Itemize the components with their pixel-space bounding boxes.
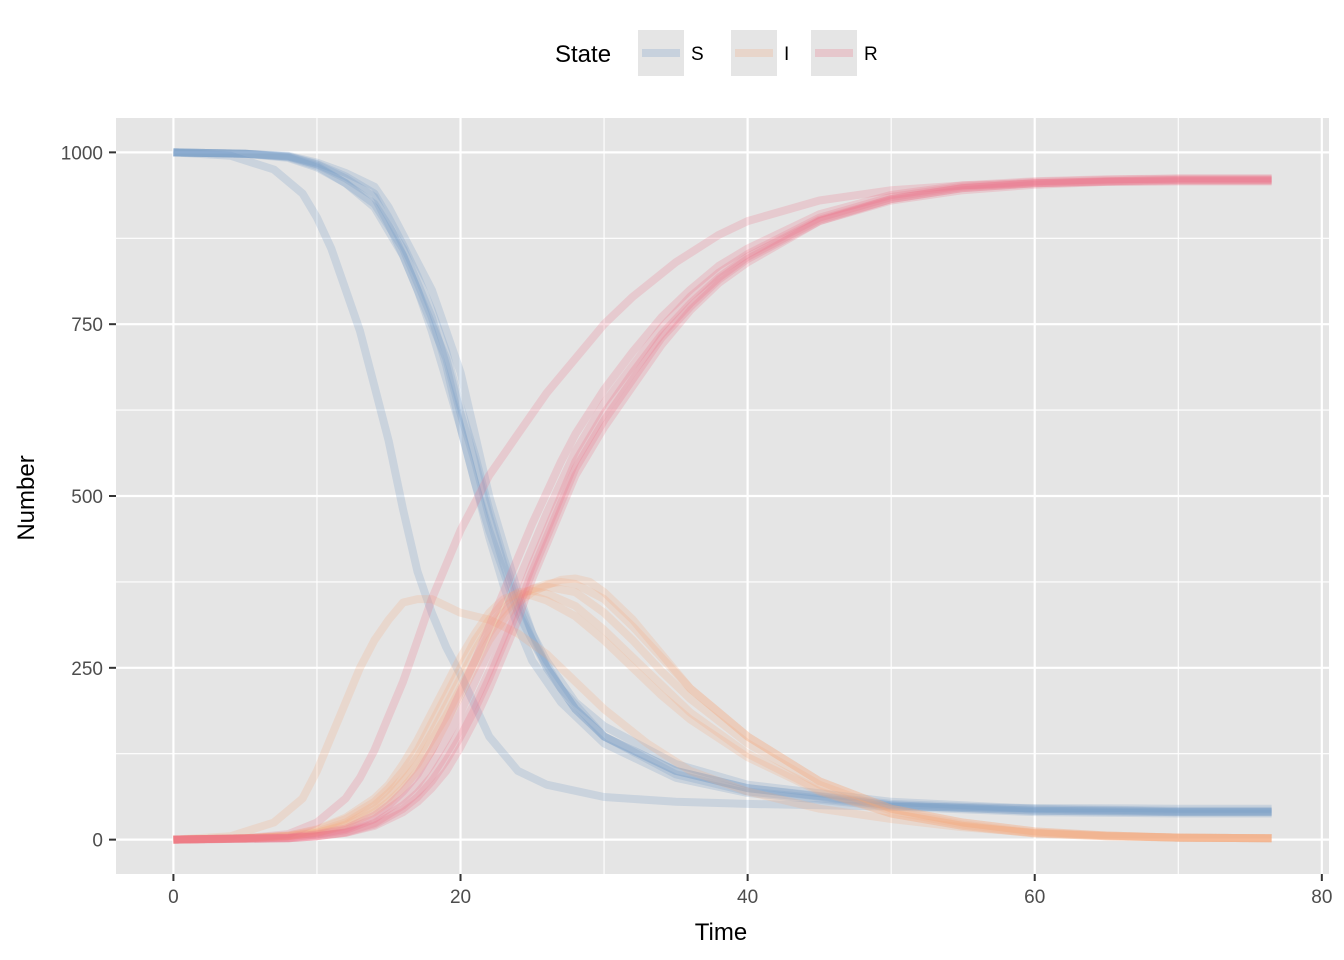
series-line-s-run-6 xyxy=(173,148,1272,818)
legend-label: S xyxy=(691,44,704,65)
series-line-i-run-3 xyxy=(173,577,1272,844)
x-tick-label: 60 xyxy=(1024,887,1045,908)
series-line-s-run-5 xyxy=(173,148,1272,817)
legend-label: R xyxy=(864,44,878,65)
series-line-r-run-4 xyxy=(173,175,1272,844)
series-line-i-run-2 xyxy=(173,574,1272,844)
series-line-r-run-1 xyxy=(173,177,1272,844)
major-gridlines xyxy=(116,118,1329,874)
series-line-r-run-2 xyxy=(173,177,1272,844)
legend-key-background xyxy=(811,30,857,76)
legend-title: State xyxy=(555,41,611,68)
y-tick-label: 1000 xyxy=(61,143,103,164)
series-line-i-run-1 xyxy=(173,595,1272,844)
legend-entry-s: S xyxy=(638,30,704,76)
series-line-r-run-5 xyxy=(173,174,1272,844)
series-line-i-run-4 xyxy=(173,582,1272,844)
series-line-i-run-6 xyxy=(173,589,1272,844)
legend: State S I R xyxy=(555,30,878,76)
legend-entry-i: I xyxy=(731,30,789,76)
y-tick-label: 500 xyxy=(71,487,103,508)
series-line-i-run-5 xyxy=(173,586,1272,844)
series-line-s-run-1 xyxy=(173,148,1272,813)
series-line-r-run-3 xyxy=(173,175,1272,844)
legend-label: I xyxy=(784,44,789,65)
y-axis-title: Number xyxy=(13,455,40,540)
y-tick-label: 250 xyxy=(71,659,103,680)
x-axis: 0 20 40 60 80 xyxy=(168,874,1332,908)
legend-entry-r: R xyxy=(811,30,878,76)
x-tick-label: 80 xyxy=(1311,887,1332,908)
legend-key-background xyxy=(638,30,684,76)
x-tick-label: 40 xyxy=(737,887,758,908)
legend-key-background xyxy=(731,30,777,76)
series-lines xyxy=(173,148,1272,844)
y-tick-label: 0 xyxy=(92,831,103,852)
x-tick-label: 20 xyxy=(450,887,471,908)
series-line-r-run-6 xyxy=(173,174,1272,844)
series-line-s-run-4 xyxy=(173,148,1272,817)
y-axis: 0 250 500 750 1000 xyxy=(61,143,116,852)
x-tick-label: 0 xyxy=(168,887,179,908)
series-line-s-run-3 xyxy=(173,148,1272,816)
series-line-s-run-2 xyxy=(173,148,1272,815)
y-tick-label: 750 xyxy=(71,315,103,336)
x-axis-title: Time xyxy=(695,919,747,946)
